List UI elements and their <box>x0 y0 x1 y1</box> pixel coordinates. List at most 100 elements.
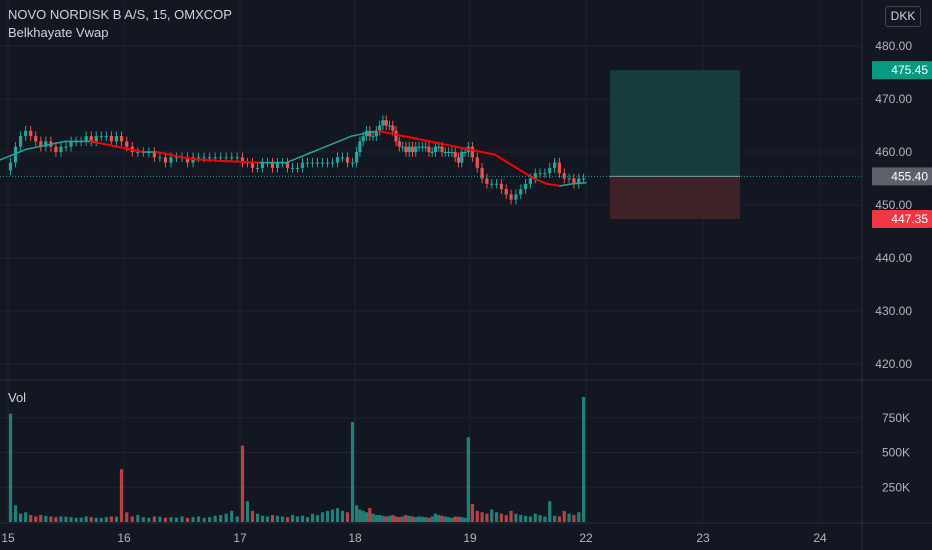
currency-button[interactable]: DKK <box>885 6 921 27</box>
volume-bar <box>99 517 103 522</box>
volume-bar <box>44 515 48 522</box>
price-tag-last <box>872 167 932 186</box>
candle-body <box>528 178 533 184</box>
vwap-segment <box>207 158 223 163</box>
candle-body <box>99 136 103 138</box>
candle-body <box>494 183 499 185</box>
volume-bar <box>84 516 88 522</box>
volume-bar <box>141 517 145 522</box>
vwap-segment <box>467 148 483 153</box>
volume-tick-label: 750K <box>882 411 910 425</box>
volume-bar <box>34 516 38 522</box>
volume-bar <box>54 517 58 522</box>
candle-body <box>427 146 431 152</box>
volume-bar <box>300 515 305 522</box>
vwap-segment <box>12 148 27 156</box>
candle-body <box>420 146 424 148</box>
volume-bar <box>548 501 552 522</box>
candle-body <box>109 136 113 142</box>
symbol-title[interactable]: NOVO NORDISK B A/S, 15, OMXCOP <box>8 7 232 22</box>
candle-body <box>19 136 23 147</box>
candle-body <box>447 152 451 153</box>
volume-bar <box>509 510 513 522</box>
volume-bar <box>109 516 113 522</box>
volume-bar <box>519 515 523 522</box>
volume-bar <box>374 515 378 522</box>
candle-body <box>260 162 265 168</box>
candle-body <box>69 141 73 147</box>
long-position-tool[interactable] <box>610 70 740 220</box>
volume-bar <box>410 516 415 522</box>
volume-bar <box>270 515 275 522</box>
volume-bar <box>330 509 335 522</box>
volume-bar <box>350 422 355 522</box>
candle-body <box>24 130 28 137</box>
candle-body <box>213 157 217 159</box>
candle-body <box>414 146 418 152</box>
volume-bar <box>13 505 18 522</box>
date-tick-label: 16 <box>117 531 131 545</box>
price-tick-label: 460.00 <box>875 145 912 159</box>
candle-body <box>89 136 93 142</box>
candle-body <box>562 173 566 179</box>
vwap-segment <box>25 145 40 151</box>
candle-body <box>567 178 571 180</box>
volume-bar <box>29 515 33 522</box>
volume-bar <box>470 503 475 522</box>
vwap-segment <box>350 132 366 137</box>
volume-bar <box>450 517 454 522</box>
candlestick-series <box>8 115 586 205</box>
candle-body <box>397 141 401 147</box>
volume-bar <box>224 513 228 522</box>
volume-bar <box>265 516 270 522</box>
volume-bar <box>394 516 398 522</box>
volume-bar <box>557 516 562 522</box>
volume-bar <box>440 515 444 522</box>
volume-bar <box>523 515 528 522</box>
volume-bar <box>295 516 300 522</box>
candle-body <box>557 162 562 174</box>
vwap-segment <box>428 140 444 146</box>
volume-bar <box>460 517 464 522</box>
volume-bar <box>136 515 140 522</box>
volume-bar <box>255 513 260 522</box>
candle-body <box>275 162 280 168</box>
vwap-segment <box>233 160 249 164</box>
volume-bar <box>130 516 134 522</box>
volume-bar <box>152 516 156 522</box>
volume-bar <box>378 515 382 522</box>
candle-body <box>174 157 179 159</box>
candle-body <box>378 125 382 131</box>
vwap-segment <box>415 137 431 143</box>
candle-body <box>404 146 408 152</box>
volume-bar <box>147 517 151 522</box>
candle-body <box>335 157 340 163</box>
candle-body <box>538 173 542 175</box>
candle-body <box>391 125 395 131</box>
date-tick-label: 22 <box>579 531 593 545</box>
volume-bar <box>64 516 68 522</box>
candle-body <box>235 157 239 159</box>
volume-label[interactable]: Vol <box>8 390 27 405</box>
date-tick-label: 17 <box>233 531 247 545</box>
volume-bar <box>219 515 223 522</box>
candle-body <box>577 178 581 184</box>
candle-body <box>230 157 234 159</box>
volume-tick-label: 250K <box>882 480 910 494</box>
volume-bar <box>213 515 217 522</box>
candle-body <box>29 130 33 137</box>
volume-bar <box>528 516 533 522</box>
vwap-segment <box>363 130 379 135</box>
volume-bar <box>466 437 470 522</box>
candle-body <box>480 167 484 179</box>
candle-body <box>310 162 315 164</box>
volume-bar <box>104 517 108 522</box>
candle-body <box>94 136 98 142</box>
volume-bar <box>8 413 13 522</box>
volume-bar <box>250 510 255 522</box>
volume-bar <box>543 516 547 522</box>
volume-bar <box>581 397 586 522</box>
indicator-name[interactable]: Belkhayate Vwap <box>8 25 109 40</box>
volume-bar <box>499 513 504 522</box>
